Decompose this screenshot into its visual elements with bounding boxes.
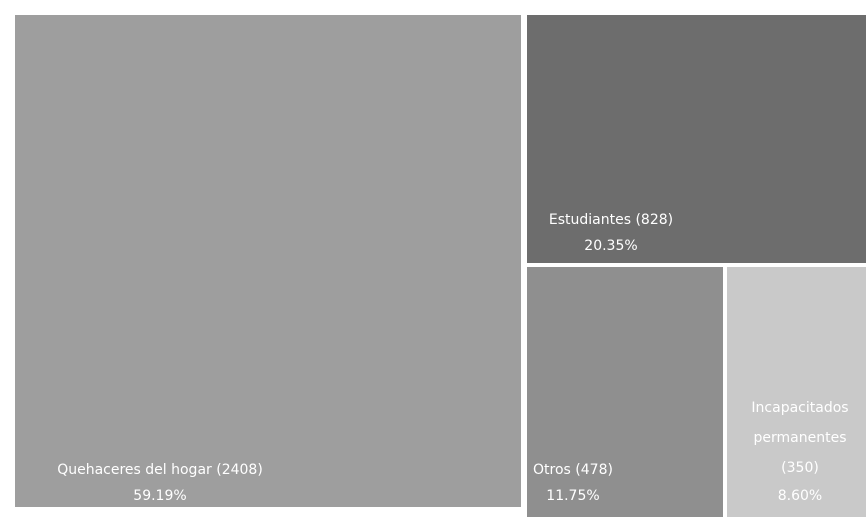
treemap-tile-quehaceres[interactable] [13, 13, 523, 509]
label-otros-name: Otros (478) [533, 462, 613, 478]
treemap-tile-incapacitados[interactable] [725, 265, 867, 518]
label-incapacitados-line2: permanentes [754, 430, 847, 446]
treemap-rect-estudiantes[interactable] [525, 13, 867, 265]
label-estudiantes-percent: 20.35% [584, 238, 637, 254]
treemap-rect-incapacitados[interactable] [725, 265, 867, 518]
treemap-rect-quehaceres[interactable] [13, 13, 523, 509]
label-incapacitados-line1: Incapacitados [751, 400, 848, 416]
label-quehaceres-percent: 59.19% [133, 488, 186, 504]
label-otros-percent: 11.75% [546, 488, 599, 504]
label-estudiantes-name: Estudiantes (828) [549, 212, 673, 228]
treemap-tile-estudiantes[interactable] [525, 13, 867, 265]
label-incapacitados-line3: (350) [781, 460, 819, 476]
label-quehaceres-name: Quehaceres del hogar (2408) [57, 462, 263, 478]
treemap-tile-otros[interactable] [525, 265, 725, 518]
treemap-rect-otros[interactable] [525, 265, 725, 518]
label-incapacitados-percent: 8.60% [778, 488, 822, 504]
